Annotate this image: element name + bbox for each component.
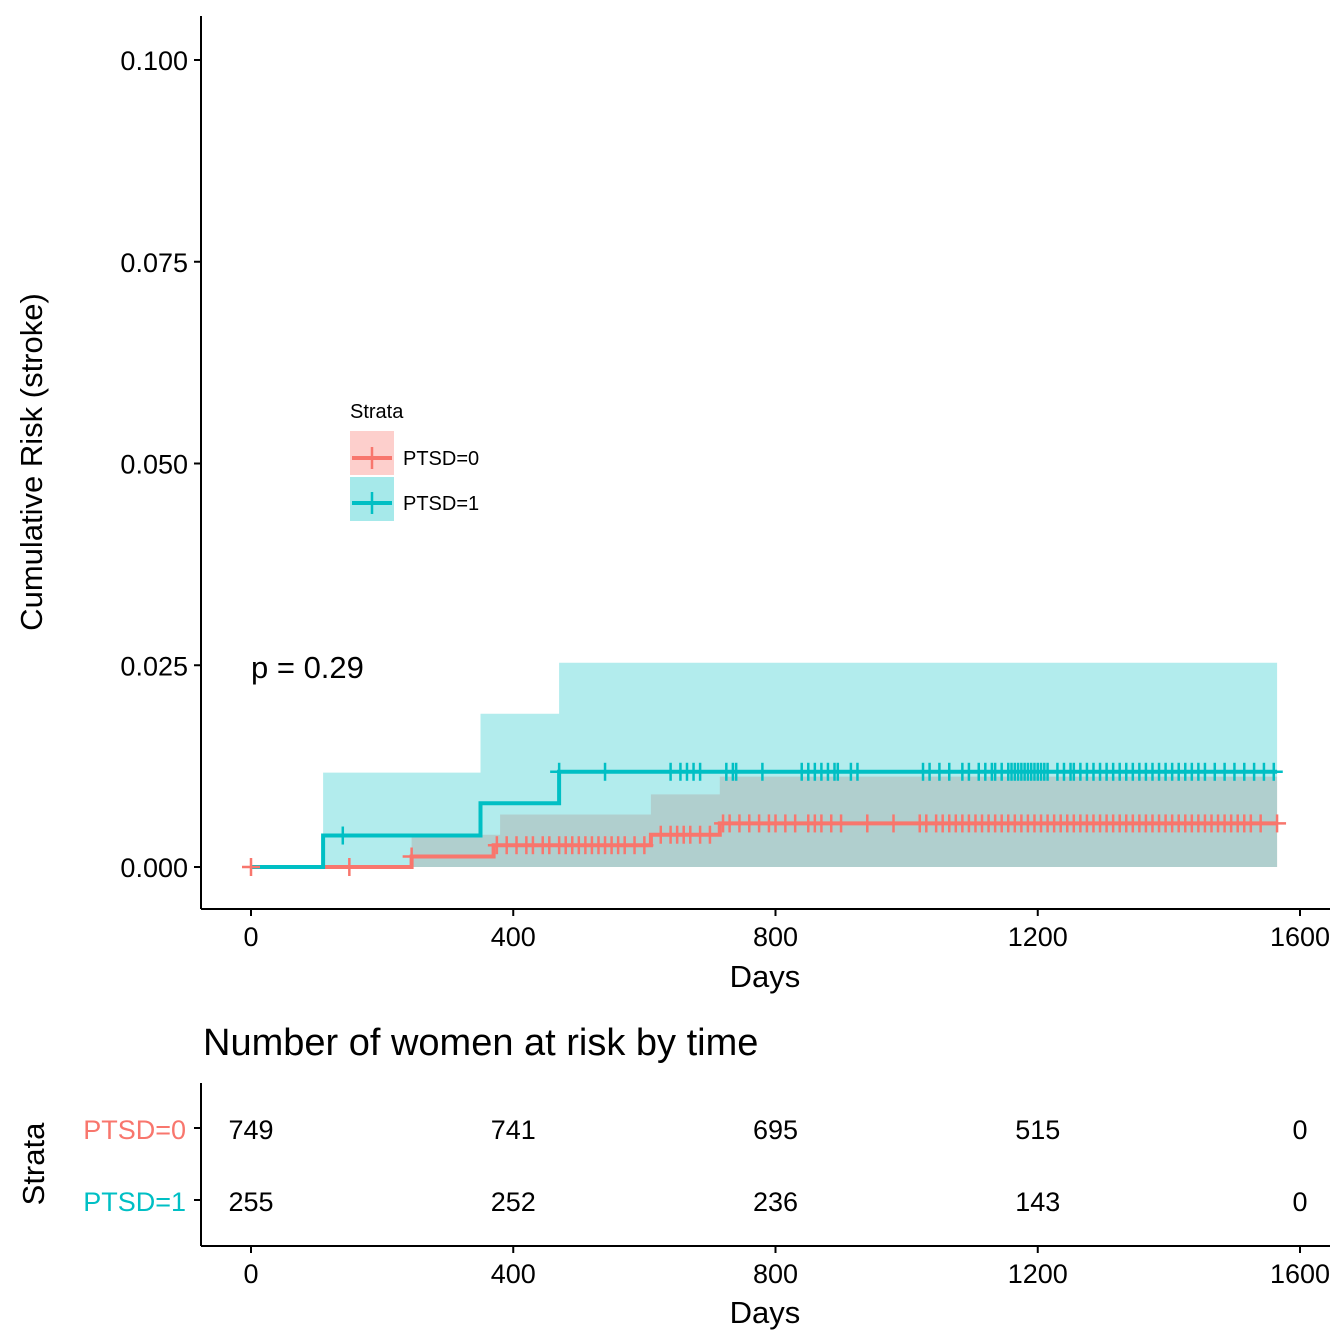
censor-mark-ptsd1 — [691, 762, 710, 781]
censor-mark-ptsd0 — [242, 858, 260, 876]
risk-x-tick-label: 0 — [243, 1259, 258, 1289]
y-tick-label: 0.000 — [120, 853, 188, 883]
legend-title: Strata — [350, 401, 404, 423]
risk-table: Number of women at risk by time PTSD=0 74… — [16, 1022, 1330, 1330]
cumulative-risk-plot: 0.000 0.025 0.050 0.075 0.100 0 400 800 1200 160… — [14, 16, 1330, 994]
censor-mark-ptsd0 — [858, 814, 877, 833]
risk-count-ptsd1: 252 — [491, 1187, 536, 1217]
x-tick-label: 0 — [243, 922, 258, 952]
censor-mark-ptsd1 — [596, 762, 615, 781]
censor-mark-ptsd0 — [832, 814, 851, 833]
y-axis-title: Cumulative Risk (stroke) — [14, 293, 49, 631]
risk-count-ptsd1: 236 — [753, 1187, 798, 1217]
risk-table-x-ticks: 0 400 800 1200 1600 — [243, 1246, 1330, 1289]
risk-count-ptsd1: 255 — [228, 1187, 273, 1217]
risk-count-ptsd0: 695 — [753, 1115, 798, 1145]
risk-x-tick-label: 800 — [753, 1259, 798, 1289]
legend: Strata PTSD=0 PTSD=1 — [350, 401, 479, 521]
risk-x-tick-label: 1600 — [1270, 1259, 1330, 1289]
censor-mark-ptsd1 — [753, 762, 772, 781]
y-tick-label: 0.100 — [120, 46, 188, 76]
x-axis-title: Days — [730, 959, 801, 994]
censor-mark-ptsd1 — [727, 762, 746, 781]
x-tick-label: 1200 — [1008, 922, 1068, 952]
x-tick-label: 800 — [753, 922, 798, 952]
risk-count-ptsd1: 143 — [1015, 1187, 1060, 1217]
risk-x-tick-label: 1200 — [1008, 1259, 1068, 1289]
risk-row-label-ptsd0: PTSD=0 — [83, 1115, 186, 1145]
censor-mark-ptsd1 — [550, 762, 569, 781]
legend-key-ptsd1 — [350, 477, 394, 521]
y-tick-label: 0.075 — [120, 248, 188, 278]
censor-mark-ptsd0 — [1268, 814, 1287, 833]
risk-table-x-title: Days — [730, 1295, 801, 1330]
y-tick-label: 0.025 — [120, 651, 188, 681]
risk-row-label-ptsd1: PTSD=1 — [83, 1187, 186, 1217]
x-tick-label: 400 — [491, 922, 536, 952]
censor-mark-ptsd0 — [884, 814, 903, 833]
risk-table-y-title: Strata — [16, 1122, 51, 1205]
censor-mark-ptsd0 — [700, 825, 719, 844]
censor-mark-ptsd0 — [402, 847, 421, 866]
legend-label-ptsd0: PTSD=0 — [403, 448, 479, 470]
censor-marks — [242, 762, 1287, 876]
risk-x-tick-label: 400 — [491, 1259, 536, 1289]
censor-mark-ptsd0 — [1251, 814, 1270, 833]
x-axis-ticks: 0 400 800 1200 1600 — [243, 909, 1330, 952]
censor-mark-ptsd1 — [1264, 762, 1283, 781]
legend-label-ptsd1: PTSD=1 — [403, 493, 479, 515]
risk-count-ptsd0: 0 — [1292, 1115, 1307, 1145]
risk-table-title: Number of women at risk by time — [203, 1022, 758, 1064]
censor-mark-ptsd1 — [333, 826, 352, 845]
x-tick-label: 1600 — [1270, 922, 1330, 952]
p-value-annotation: p = 0.29 — [251, 650, 364, 685]
risk-count-ptsd0: 741 — [491, 1115, 536, 1145]
legend-key-ptsd0 — [350, 431, 394, 475]
censor-mark-ptsd0 — [340, 858, 359, 876]
censor-mark-ptsd0 — [635, 836, 654, 855]
censor-mark-ptsd1 — [848, 762, 867, 781]
risk-count-ptsd0: 749 — [228, 1115, 273, 1145]
risk-count-ptsd0: 515 — [1015, 1115, 1060, 1145]
y-tick-label: 0.050 — [120, 450, 188, 480]
y-axis-ticks: 0.000 0.025 0.050 0.075 0.100 — [120, 46, 201, 883]
risk-table-rows: PTSD=0 749 741 695 515 0 PTSD=1 255 252 236 143 0 — [83, 1115, 1307, 1217]
risk-count-ptsd1: 0 — [1292, 1187, 1307, 1217]
